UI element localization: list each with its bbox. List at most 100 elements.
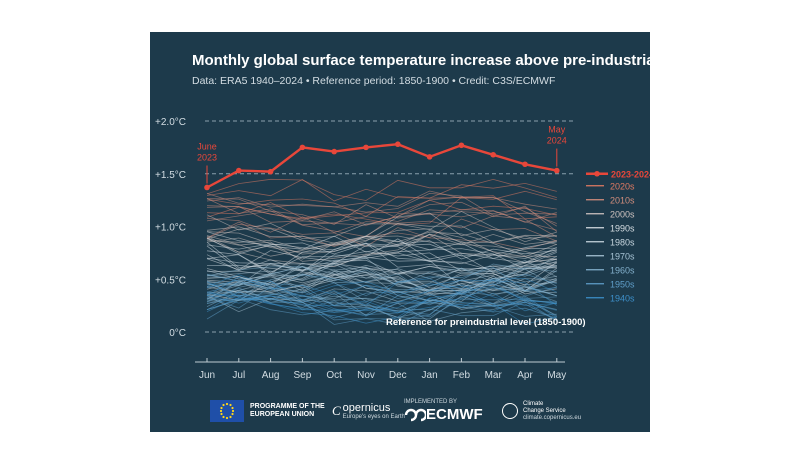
historical-series-line — [206, 179, 557, 202]
x-tick-label: Apr — [517, 370, 533, 381]
legend-item-decade: 1980s — [586, 237, 635, 247]
legend-label: 2000s — [610, 209, 635, 219]
c3s-line-2: Change Service — [523, 407, 566, 414]
legend-item-decade: 1990s — [586, 223, 635, 233]
annotation-text: June — [197, 141, 217, 151]
historical-series-line — [206, 291, 557, 314]
historical-series-line — [206, 190, 557, 217]
copernicus-c-icon: C — [332, 403, 341, 418]
axis-labels: 0°C +0.5°C +1.0°C +1.5°C +2.0°C Jun Jul Aug Sep O… — [155, 117, 566, 381]
highlight-point — [522, 161, 528, 168]
legend-item-decade: 1940s — [586, 293, 635, 303]
historical-series-line — [206, 291, 557, 321]
historical-series-lines — [206, 178, 558, 325]
reference-label-group: Reference for preindustrial level (1850-… — [386, 317, 586, 328]
c3s-line-1: Climate — [523, 400, 544, 407]
eu-flag-icon — [210, 400, 244, 422]
highlight-point — [299, 144, 306, 151]
highlight-point — [458, 142, 465, 149]
historical-series-line — [206, 251, 557, 273]
historical-series-line — [206, 286, 557, 318]
legend-item-decade: 2020s — [586, 181, 635, 191]
legend-item-decade: 1950s — [586, 279, 635, 289]
legend-label: 2020s — [610, 181, 635, 191]
historical-series-line — [206, 298, 557, 317]
x-tick-label: May — [547, 370, 566, 381]
ecmwf-name: ECMWF — [426, 406, 483, 423]
x-tick-label: Jun — [199, 370, 215, 381]
historical-series-line — [206, 235, 557, 260]
historical-series-line — [206, 233, 557, 268]
historical-series-line — [206, 273, 557, 302]
chart-title: Monthly global surface temperature incre… — [192, 52, 650, 69]
historical-series-line — [206, 274, 557, 297]
historical-series-line — [206, 276, 558, 306]
x-tick-label: Nov — [357, 370, 375, 381]
eu-line-1: PROGRAMME OF THE — [250, 403, 325, 410]
c3s-circle-icon — [502, 403, 518, 419]
ecmwf-logo: IMPLEMENTED BY ECMWF — [404, 396, 483, 426]
historical-series-line — [206, 237, 557, 257]
copernicus-tagline: Europe's eyes on Earth — [342, 413, 405, 420]
legend: 2023-2024 2020s 2010s 2000s 1990s 1980s 1970s 1… — [586, 169, 650, 303]
legend-item-decade: 2010s — [586, 195, 635, 205]
highlight-point — [236, 167, 242, 174]
ecmwf-tagline: IMPLEMENTED BY — [404, 399, 458, 405]
y-tick-label: +1.0°C — [155, 223, 186, 234]
temperature-chart: Reference for preindustrial level (1850-… — [155, 117, 650, 381]
x-tick-label: Oct — [326, 370, 342, 381]
legend-item-decade: 2000s — [586, 209, 635, 219]
legend-label: 1950s — [610, 279, 635, 289]
x-tick-label: Aug — [262, 370, 280, 381]
y-tick-label: +0.5°C — [155, 275, 186, 286]
ecmwf-mark-icon — [404, 408, 426, 421]
historical-series-line — [206, 212, 557, 244]
x-tick-label: Sep — [294, 370, 312, 381]
historical-series-line — [206, 233, 557, 250]
legend-label: 1990s — [610, 223, 635, 233]
highlight-point — [267, 168, 274, 175]
historical-series-line — [206, 192, 557, 216]
legend-label: 1980s — [610, 237, 635, 247]
highlight-point — [363, 144, 369, 151]
historical-series-line — [206, 210, 557, 238]
legend-item-highlight: 2023-2024 — [586, 169, 650, 179]
x-tick-label: Mar — [485, 370, 503, 381]
historical-series-line — [206, 199, 557, 220]
historical-series-line — [206, 271, 557, 293]
historical-series-line — [206, 190, 557, 224]
historical-series-line — [206, 238, 557, 271]
historical-series-line — [206, 242, 557, 272]
legend-label: 2010s — [610, 195, 635, 205]
annotation-text: May — [548, 125, 566, 135]
historical-series-line — [206, 210, 557, 243]
legend-swatch-dot — [594, 170, 600, 177]
copernicus-name: opernicus — [342, 401, 391, 414]
historical-series-line — [206, 223, 557, 250]
chart-panel: Monthly global surface temperature incre… — [150, 32, 650, 432]
grid-lines — [205, 120, 575, 333]
historical-series-line — [206, 242, 557, 275]
highlight-point — [554, 167, 560, 174]
legend-item-decade: 1970s — [586, 251, 635, 261]
footer-logos: PROGRAMME OF THE EUROPEAN UNION C operni… — [150, 392, 650, 432]
historical-series-line — [206, 279, 557, 306]
legend-label: 1970s — [610, 251, 635, 261]
historical-series-line — [206, 278, 557, 306]
chart-subtitle: Data: ERA5 1940–2024 • Reference period:… — [192, 75, 556, 87]
legend-label: 2023-2024 — [611, 169, 650, 179]
annotation-text: 2023 — [197, 152, 217, 162]
legend-label: 1960s — [610, 265, 635, 275]
historical-series-line — [206, 178, 557, 201]
historical-series-line — [206, 281, 557, 314]
y-tick-label: +1.5°C — [155, 170, 186, 181]
historical-series-line — [206, 291, 557, 312]
c3s-logo: Climate Change Service climate.copernicu… — [502, 396, 581, 426]
legend-item-decade: 1960s — [586, 265, 635, 275]
x-tick-label: Jan — [422, 370, 438, 381]
historical-series-line — [206, 215, 557, 238]
reference-label: Reference for preindustrial level (1850-… — [386, 317, 586, 328]
highlight-series-line — [206, 142, 558, 189]
x-tick-label: Dec — [389, 370, 407, 381]
